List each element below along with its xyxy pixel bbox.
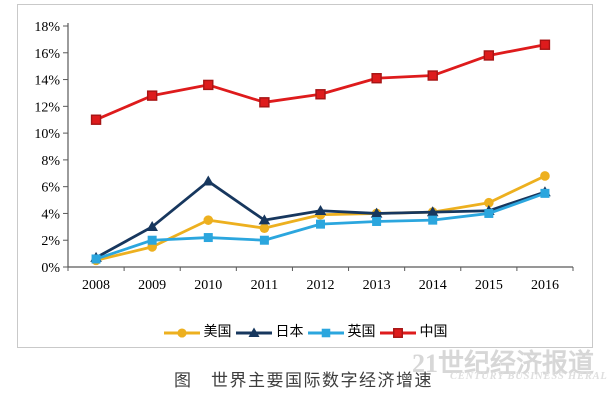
y-tick-label: 4% (41, 207, 60, 222)
legend-item-美国: 美国 (163, 325, 232, 341)
y-tick-label: 8% (41, 154, 60, 169)
x-tick-label: 2016 (531, 278, 559, 293)
data-point-square (427, 70, 438, 81)
y-tick-label: 18% (34, 20, 60, 35)
data-point-square (428, 215, 438, 225)
y-tick-label: 12% (34, 100, 60, 115)
data-point-triangle (202, 175, 215, 186)
x-tick-label: 2015 (475, 278, 503, 293)
legend-marker-square-icon (307, 328, 344, 338)
y-tick-label: 10% (34, 127, 60, 142)
data-point-circle (176, 328, 187, 338)
data-point-square (146, 90, 158, 101)
legend-marker-triangle-icon (235, 327, 272, 337)
data-point-square (316, 219, 325, 229)
data-point-square (539, 39, 551, 50)
y-tick-label: 6% (41, 181, 60, 196)
data-point-square (90, 114, 102, 125)
data-point-square (540, 188, 550, 198)
x-tick-label: 2008 (82, 278, 110, 293)
data-point-square (91, 254, 101, 264)
x-tick-label: 2010 (194, 278, 222, 293)
legend-label: 英国 (347, 325, 376, 340)
line-chart: 0% 2% 4% 6% 8% 10% 12% 14% 16% 18% 2008 2009 2010 201… (34, 20, 574, 293)
y-tick-label: 0% (41, 261, 60, 276)
legend-marker-circle-icon (163, 328, 200, 338)
x-tick-label: 2013 (363, 278, 391, 293)
data-point-square (203, 233, 213, 243)
x-tick-label: 2009 (138, 278, 166, 293)
data-point-triangle (314, 204, 327, 215)
data-point-square (147, 235, 157, 245)
data-point-square (483, 50, 495, 61)
legend-label: 美国 (203, 325, 232, 340)
data-point-square (484, 208, 494, 218)
data-point-triangle (247, 327, 260, 337)
x-tick-label: 2011 (251, 278, 278, 293)
data-point-circle (484, 197, 494, 208)
data-point-circle (259, 223, 270, 233)
data-point-square (315, 89, 326, 100)
x-tick-label: 2012 (307, 278, 335, 293)
data-point-square (392, 328, 403, 338)
y-tick-label: 14% (34, 74, 60, 89)
data-point-square (321, 328, 330, 338)
data-point-triangle (146, 221, 158, 232)
series-line-中国 (94, 43, 547, 122)
legend-item-日本: 日本 (235, 325, 304, 341)
data-point-circle (540, 171, 550, 181)
legend-label: 日本 (275, 325, 304, 340)
data-point-square (371, 73, 382, 84)
legend-item-中国: 中国 (379, 325, 448, 341)
y-tick-label: 2% (41, 234, 60, 249)
chart-caption: 图 世界主要国际数字经济增速 (174, 371, 433, 390)
data-point-triangle (426, 206, 439, 217)
y-tick-label: 16% (34, 47, 60, 62)
data-point-triangle (370, 207, 383, 218)
legend-marker-square-icon (379, 328, 416, 338)
data-point-circle (203, 215, 214, 225)
chart-area: 0% 2% 4% 6% 8% 10% 12% 14% 16% 18% 2008 2009 2010 201… (17, 4, 593, 348)
data-point-square (203, 79, 214, 91)
data-point-square (259, 235, 269, 245)
x-tick-label: 2014 (419, 278, 447, 293)
data-point-triangle (258, 214, 271, 225)
data-point-square (259, 97, 270, 108)
data-point-square (372, 216, 382, 226)
legend: 美国 日本 英国 中国 (18, 325, 592, 341)
legend-label: 中国 (419, 325, 448, 340)
legend-item-英国: 英国 (307, 325, 376, 341)
